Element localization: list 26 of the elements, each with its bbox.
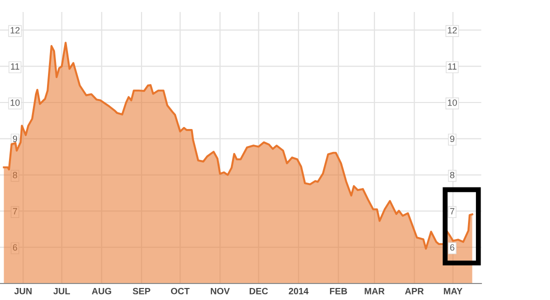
x-tick-label: JUN <box>14 288 32 294</box>
y2-tick-label: 7 <box>450 208 454 214</box>
y2-tick-label: 10 <box>448 99 457 106</box>
x-tick-label: JUL <box>53 288 70 294</box>
y-tick-label: 9 <box>12 136 18 142</box>
y2-tick-label: 9 <box>450 136 454 142</box>
x-tick-label: NOV <box>210 288 230 294</box>
y-tick-label: 11 <box>11 63 20 70</box>
y-tick-label: 12 <box>10 27 20 34</box>
x-tick-label: DEC <box>250 288 268 294</box>
x-tick-label: AUG <box>92 288 112 294</box>
x-tick-label: SEP <box>132 288 150 294</box>
y-tick-label: 10 <box>10 99 20 106</box>
y2-tick-label: 12 <box>448 27 457 34</box>
y-tick-label: 6 <box>12 244 18 251</box>
x-tick-label: MAR <box>364 288 385 294</box>
y-tick-label: 8 <box>12 172 18 178</box>
x-tick-label: OCT <box>170 288 190 294</box>
x-tick-label: FEB <box>330 288 348 294</box>
y-tick-label: 7 <box>12 208 18 214</box>
x-tick-label: APR <box>405 288 424 294</box>
y2-tick-label: 11 <box>448 63 456 70</box>
x-tick-label: 2014 <box>288 288 309 294</box>
y2-tick-label: 6 <box>450 244 454 251</box>
x-tick-label: MAY <box>444 288 462 294</box>
y2-tick-label: 8 <box>450 172 454 178</box>
